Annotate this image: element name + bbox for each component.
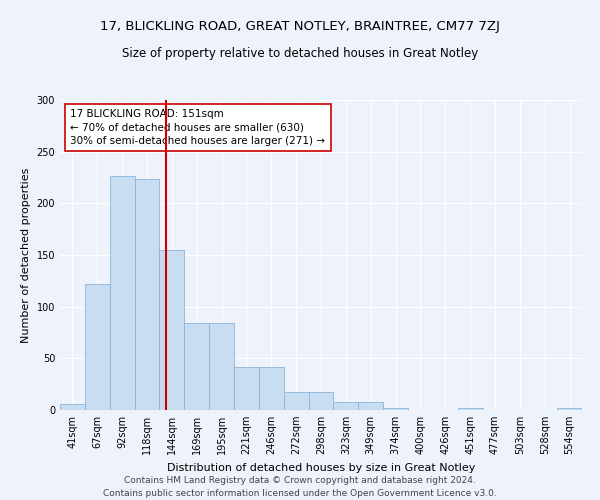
Bar [334, 402, 358, 410]
Bar [134, 178, 160, 410]
Bar [234, 366, 259, 410]
Y-axis label: Number of detached properties: Number of detached properties [21, 168, 31, 342]
Bar [110, 176, 134, 410]
Bar [358, 402, 383, 410]
Bar [308, 392, 334, 410]
Text: 17 BLICKLING ROAD: 151sqm
← 70% of detached houses are smaller (630)
30% of semi: 17 BLICKLING ROAD: 151sqm ← 70% of detac… [70, 110, 325, 146]
Text: Contains HM Land Registry data © Crown copyright and database right 2024.
Contai: Contains HM Land Registry data © Crown c… [103, 476, 497, 498]
X-axis label: Distribution of detached houses by size in Great Notley: Distribution of detached houses by size … [167, 462, 475, 472]
Bar [60, 404, 85, 410]
Bar [209, 323, 234, 410]
Bar [458, 408, 482, 410]
Bar [85, 284, 110, 410]
Bar [284, 392, 308, 410]
Bar [557, 408, 582, 410]
Bar [160, 250, 184, 410]
Text: Size of property relative to detached houses in Great Notley: Size of property relative to detached ho… [122, 48, 478, 60]
Bar [259, 366, 284, 410]
Bar [184, 323, 209, 410]
Text: 17, BLICKLING ROAD, GREAT NOTLEY, BRAINTREE, CM77 7ZJ: 17, BLICKLING ROAD, GREAT NOTLEY, BRAINT… [100, 20, 500, 33]
Bar [383, 408, 408, 410]
